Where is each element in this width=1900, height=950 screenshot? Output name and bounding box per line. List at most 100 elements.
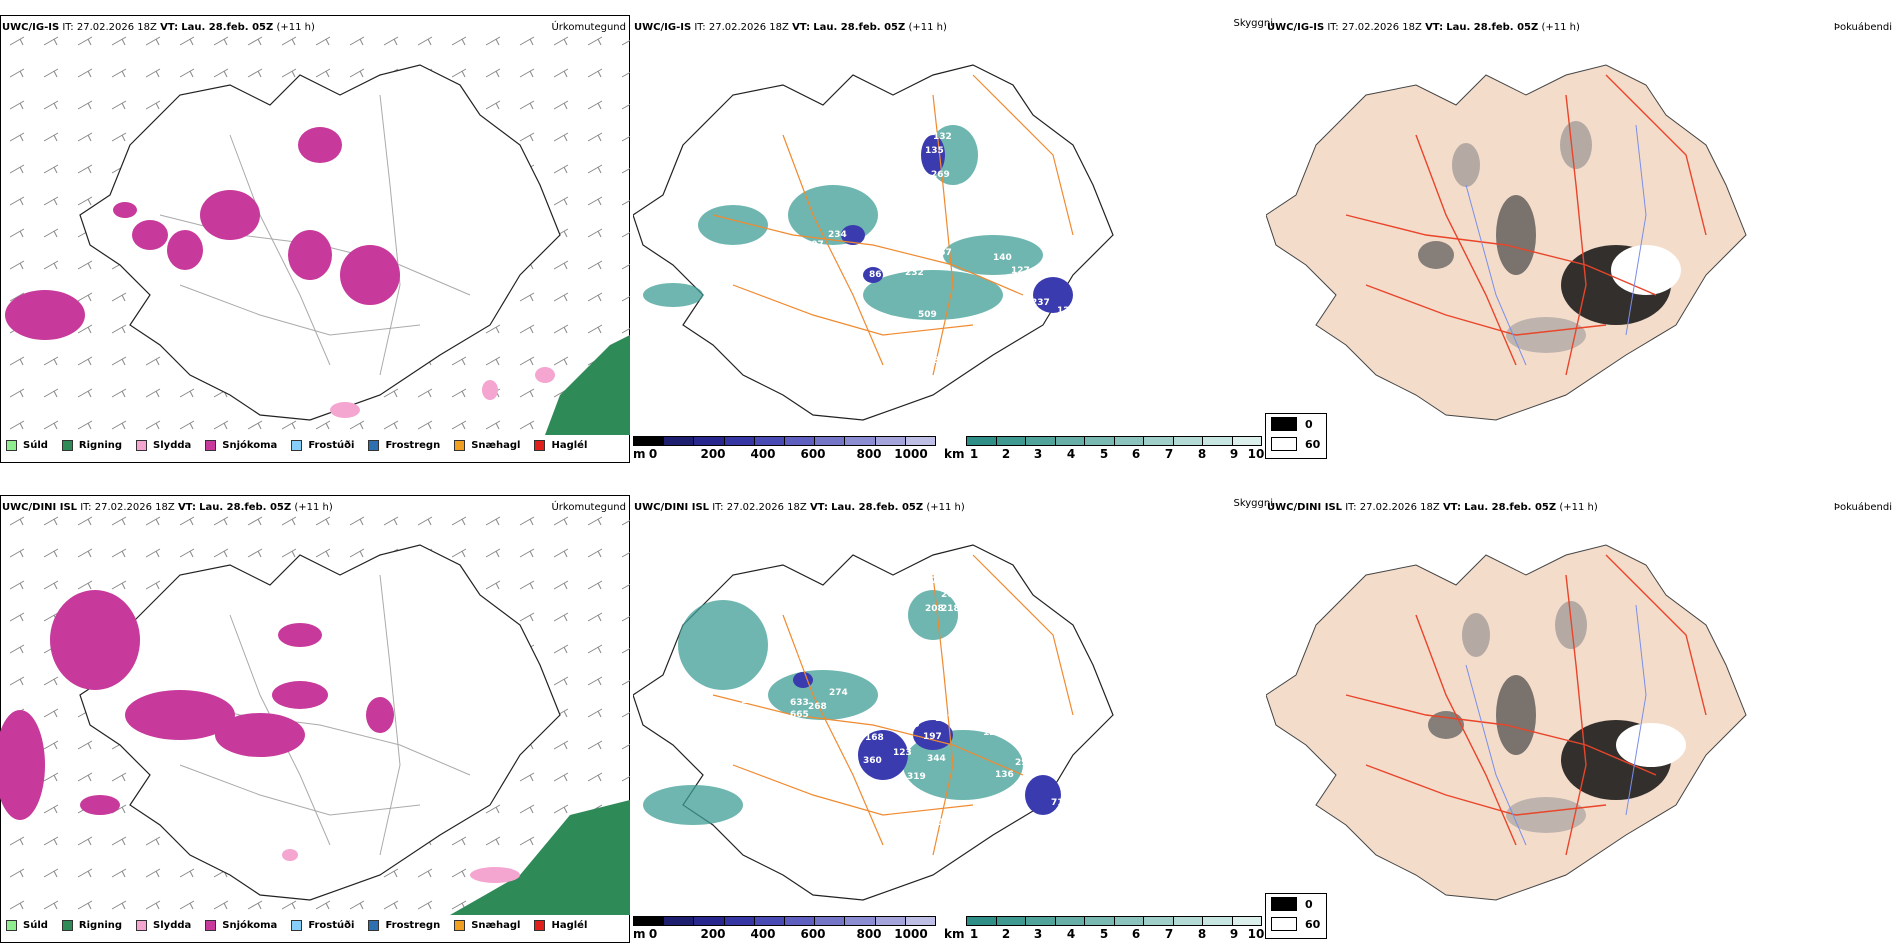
wind-barb — [43, 100, 59, 110]
model-name: UWC/IG-IS — [634, 22, 692, 33]
wind-barb — [383, 900, 399, 910]
vt-label: VT: — [1425, 22, 1444, 33]
wind-barb — [179, 36, 195, 46]
wind-barb — [145, 68, 161, 78]
wind-barb — [621, 519, 630, 526]
wind-barb — [43, 132, 59, 142]
ceiling-unit: m — [633, 927, 646, 941]
wind-barb — [111, 132, 127, 142]
wind-barb — [77, 132, 93, 142]
wind-barb — [43, 900, 59, 910]
wind-barb — [451, 36, 467, 46]
wind-barb — [553, 644, 569, 654]
model-name: UWC/DINI ISL — [2, 502, 78, 513]
wind-barb — [111, 68, 127, 78]
wind-barb — [587, 292, 603, 302]
wind-barb — [485, 420, 501, 430]
wind-barb — [349, 420, 365, 430]
ceiling-label: 71 — [1051, 798, 1064, 808]
wind-barb — [281, 36, 297, 46]
wind-barb — [43, 580, 59, 590]
wind-barb — [621, 711, 630, 718]
wind-barb — [111, 420, 127, 430]
wind-barb — [553, 100, 569, 110]
ceiling-label: 274 — [829, 688, 848, 698]
wind-barb — [621, 679, 630, 686]
wind-barb — [145, 36, 161, 46]
legend-item-haglel: Haglél — [534, 440, 587, 451]
road-network — [1345, 74, 1707, 376]
row-dini-isl: UWC/DINI ISL IT: 27.02.2026 18Z VT: Lau.… — [0, 480, 1900, 950]
wind-barb — [383, 420, 399, 430]
wind-barb — [145, 516, 161, 526]
rivers — [1465, 604, 1647, 846]
wind-barb — [9, 260, 25, 270]
fog-legend: 0 60 — [1265, 413, 1327, 459]
wind-barb — [43, 516, 59, 526]
lead-time: (+11 h) — [926, 502, 965, 513]
wind-barb — [247, 548, 263, 558]
wind-barb — [43, 68, 59, 78]
wind-barb — [587, 612, 603, 622]
wind-barb — [247, 420, 263, 430]
wind-barb — [145, 836, 161, 846]
wind-barb — [621, 647, 630, 654]
wind-barb — [145, 868, 161, 878]
ceiling-label: 117 — [935, 714, 954, 724]
ceiling-label: 148 — [793, 653, 812, 663]
precip-legend: Súld Rigning Slydda Snjókoma Frostúði Fr… — [6, 440, 601, 451]
fog-index-panel: UWC/IG-IS IT: 27.02.2026 18Z VT: Lau. 28… — [1265, 0, 1900, 470]
ceiling-label: 12 — [1057, 306, 1070, 316]
panel-header: UWC/IG-IS IT: 27.02.2026 18Z VT: Lau. 28… — [1267, 22, 1580, 33]
wind-barb — [485, 36, 501, 46]
wind-barb — [77, 388, 93, 398]
wind-barb — [77, 100, 93, 110]
wind-barb — [111, 836, 127, 846]
wind-barb — [111, 900, 127, 910]
ceiling-unit: m — [633, 447, 646, 461]
wind-barb — [587, 164, 603, 174]
wind-barb — [451, 388, 467, 398]
wind-barb — [281, 900, 297, 910]
wind-barb — [553, 324, 569, 334]
wind-barb — [519, 388, 535, 398]
wind-barb — [43, 260, 59, 270]
legend-item-snjokoma: Snjókoma — [205, 440, 277, 451]
it-label: IT: — [80, 502, 92, 513]
wind-barb — [451, 836, 467, 846]
ceiling-label: 125 — [883, 624, 902, 634]
fog-map — [1266, 64, 1747, 421]
ceiling-label: 232 — [905, 268, 924, 278]
road-network — [1345, 554, 1707, 856]
wind-barb — [77, 740, 93, 750]
panel-header: UWC/DINI ISL IT: 27.02.2026 18Z VT: Lau.… — [634, 502, 965, 513]
wind-barb — [485, 804, 501, 814]
panel-title: Skyggni — [1233, 18, 1273, 29]
wind-barb — [485, 836, 501, 846]
wind-barb — [9, 836, 25, 846]
wind-barb — [77, 164, 93, 174]
wind-barb — [43, 708, 59, 718]
wind-barb — [519, 356, 535, 366]
ceiling-labels: 132 135 269 180 234 366 107 157 52 86 23… — [788, 132, 1070, 366]
ceiling-label: 157 — [933, 248, 952, 258]
snow-areas — [5, 127, 400, 340]
wind-barb — [519, 68, 535, 78]
wind-barb — [519, 324, 535, 334]
visibility-unit: km — [944, 447, 965, 461]
wind-barb — [111, 356, 127, 366]
wind-barb — [451, 420, 467, 430]
wind-barb — [621, 135, 630, 142]
rain-areas — [545, 335, 630, 435]
wind-barb — [43, 228, 59, 238]
ceiling-label: 180 — [958, 183, 977, 193]
ceiling-label: 111 — [865, 638, 884, 648]
ceiling-colorbar — [633, 916, 936, 926]
ceiling-label: 291 — [1015, 758, 1034, 768]
wind-barb — [451, 356, 467, 366]
wind-barb — [553, 740, 569, 750]
rivers — [1465, 124, 1647, 366]
road-network — [712, 554, 1074, 856]
wind-barb — [247, 68, 263, 78]
model-name: UWC/IG-IS — [1267, 22, 1325, 33]
